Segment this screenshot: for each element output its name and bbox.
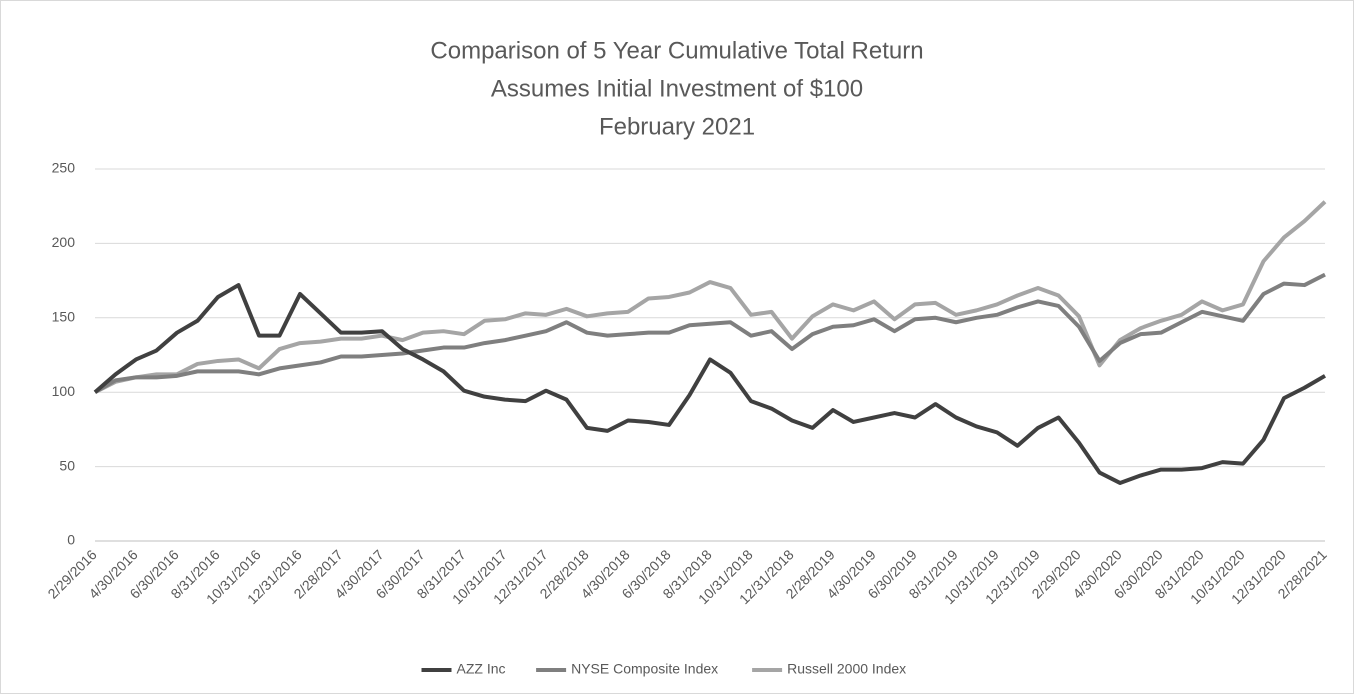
series-line	[93, 272, 1326, 394]
legend-label: Russell 2000 Index	[787, 661, 906, 677]
series-line	[93, 283, 1327, 485]
chart-subtitle: Assumes Initial Investment of $100	[491, 75, 863, 102]
y-tick-label: 200	[52, 234, 76, 250]
series-line	[94, 200, 1327, 394]
legend-label: NYSE Composite Index	[571, 661, 718, 677]
legend-label: AZZ Inc	[457, 661, 506, 677]
chart-title: Comparison of 5 Year Cumulative Total Re…	[430, 37, 923, 64]
y-tick-label: 100	[52, 383, 76, 399]
y-tick-label: 150	[52, 309, 76, 325]
y-tick-label: 0	[67, 532, 75, 548]
y-tick-label: 250	[52, 160, 76, 176]
chart-subtitle: February 2021	[599, 113, 755, 140]
y-tick-label: 50	[59, 457, 75, 473]
